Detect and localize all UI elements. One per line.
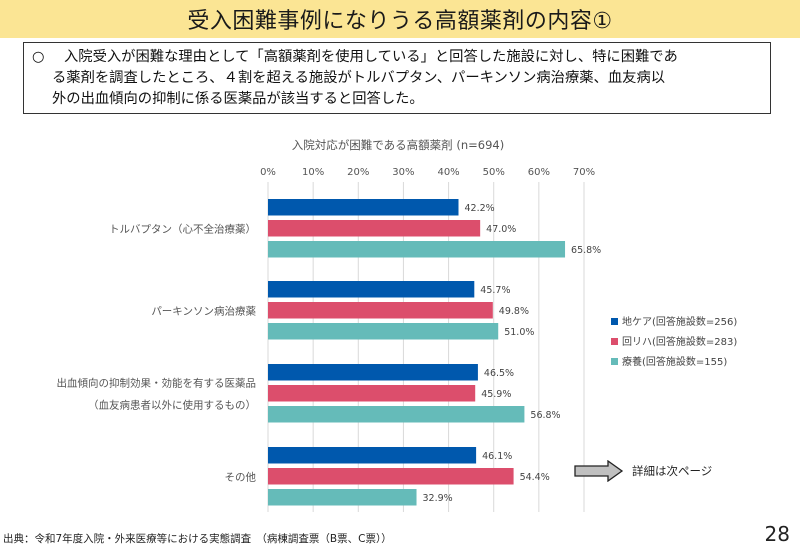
- legend-label: 地ケア(回答施設数=256): [622, 315, 737, 328]
- category-label: トルバプタン（心不全治療薬）: [109, 222, 256, 235]
- summary-line: る薬剤を調査したところ、４割を超える施設がトルバプタン、パーキンソン病治療薬、血…: [52, 70, 666, 86]
- summary-text: 入院受入が困難な理由として「高額薬剤を使用している」と回答した施設に対し、特に困…: [52, 47, 760, 110]
- summary-box: ○ 入院受入が困難な理由として「高額薬剤を使用している」と回答した施設に対し、特…: [23, 42, 771, 114]
- bar: [268, 406, 525, 423]
- bar: [268, 302, 493, 319]
- bar: [268, 199, 459, 216]
- title-bar: 受入困難事例になりうる高額薬剤の内容①: [0, 0, 800, 38]
- category-label: その他: [225, 470, 257, 483]
- data-label: 47.0%: [486, 224, 516, 235]
- category-label: パーキンソン病治療薬: [151, 304, 256, 317]
- data-label: 46.5%: [484, 368, 514, 379]
- category-label: （血友病患者以外に使用するもの）: [88, 398, 256, 411]
- bar: [268, 323, 499, 340]
- page-number: 28: [764, 522, 790, 546]
- data-label: 49.8%: [499, 306, 529, 317]
- x-tick-label: 20%: [347, 167, 369, 178]
- data-label: 46.1%: [482, 451, 512, 462]
- bar: [268, 241, 566, 258]
- bar: [268, 489, 417, 506]
- next-page-note: 詳細は次ページ: [574, 460, 712, 482]
- x-tick-label: 40%: [437, 167, 459, 178]
- legend-swatch: [611, 318, 618, 325]
- bar: [268, 447, 477, 464]
- bar: [268, 220, 481, 237]
- data-label: 54.4%: [520, 472, 550, 483]
- x-tick-label: 50%: [483, 167, 505, 178]
- x-tick-label: 70%: [573, 167, 595, 178]
- page-title: 受入困難事例になりうる高額薬剤の内容①: [187, 9, 613, 34]
- summary-line: 外の出血傾向の抑制に係る医薬品が該当すると回答した。: [52, 91, 424, 107]
- legend-swatch: [611, 358, 618, 365]
- bar: [268, 468, 514, 485]
- data-label: 45.9%: [481, 389, 511, 400]
- right-arrow-icon: [574, 460, 624, 482]
- legend-label: 回リハ(回答施設数=283): [622, 335, 737, 348]
- x-tick-label: 0%: [260, 167, 276, 178]
- summary-line: 入院受入が困難な理由として「高額薬剤を使用している」と回答した施設に対し、特に困…: [64, 49, 678, 65]
- next-page-text: 詳細は次ページ: [632, 464, 713, 478]
- chart-title: 入院対応が困難である高額薬剤 (n=694): [292, 138, 504, 152]
- x-tick-label: 60%: [528, 167, 550, 178]
- bar: [268, 364, 478, 381]
- data-label: 65.8%: [571, 245, 601, 256]
- legend-label: 療養(回答施設数=155): [622, 355, 727, 368]
- data-label: 32.9%: [423, 493, 453, 504]
- data-label: 56.8%: [530, 410, 560, 421]
- x-tick-label: 30%: [392, 167, 414, 178]
- bar: [268, 385, 476, 402]
- category-label: 出血傾向の抑制効果・効能を有する医薬品: [57, 376, 257, 389]
- legend-swatch: [611, 338, 618, 345]
- data-label: 51.0%: [504, 327, 534, 338]
- x-tick-label: 10%: [302, 167, 324, 178]
- data-label: 45.7%: [480, 285, 510, 296]
- data-label: 42.2%: [465, 203, 495, 214]
- bar: [268, 281, 475, 298]
- source-citation: 出典：令和7年度入院・外来医療等における実態調査 （病棟調査票（B票、C票））: [3, 533, 392, 545]
- summary-bullet: ○: [32, 49, 45, 65]
